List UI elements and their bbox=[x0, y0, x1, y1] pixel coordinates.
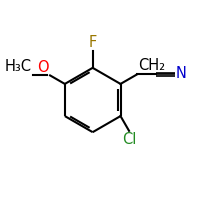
Text: CH₂: CH₂ bbox=[138, 58, 165, 73]
Text: Cl: Cl bbox=[122, 132, 137, 147]
Text: F: F bbox=[89, 35, 97, 50]
Text: H₃C: H₃C bbox=[5, 59, 32, 74]
Text: O: O bbox=[38, 60, 49, 75]
Text: N: N bbox=[176, 66, 187, 81]
